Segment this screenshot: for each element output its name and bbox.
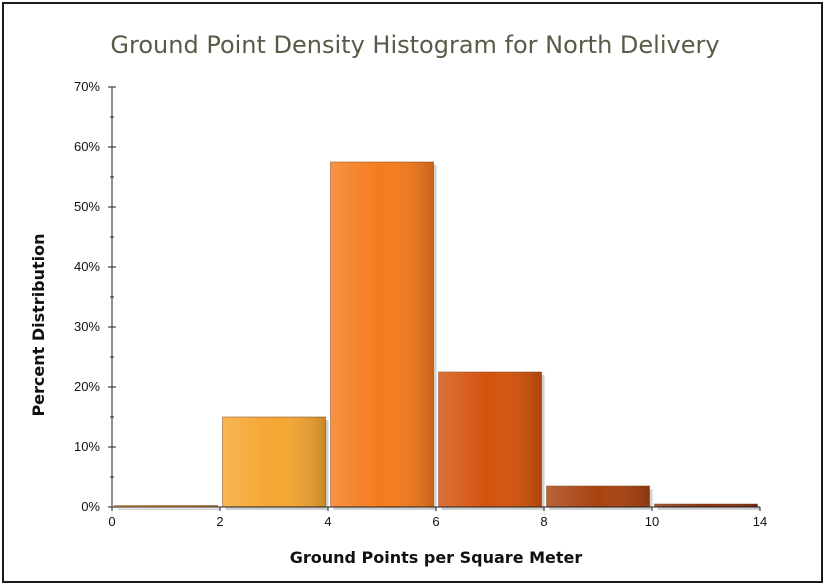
y-axis-label: Percent Distribution <box>29 233 48 416</box>
bar-highlight <box>654 504 758 507</box>
bar-highlight <box>330 162 434 507</box>
bar-highlight <box>546 486 650 507</box>
bar-highlight <box>222 417 326 507</box>
x-tick-label: 4 <box>324 514 331 529</box>
x-tick-label: 2 <box>216 514 223 529</box>
y-tick-label: 40% <box>74 259 100 274</box>
x-tick-label: 6 <box>432 514 439 529</box>
chart-title: Ground Point Density Histogram for North… <box>110 31 719 59</box>
y-tick-label: 30% <box>74 319 100 334</box>
x-axis: 0 2 4 6 8 10 14 <box>108 506 767 529</box>
x-tick-label: 14 <box>753 514 767 529</box>
y-tick-label: 70% <box>74 79 100 94</box>
bars-group <box>114 161 761 510</box>
bar-highlight <box>438 372 542 507</box>
x-tick-label: 0 <box>108 514 115 529</box>
y-tick-label: 20% <box>74 379 100 394</box>
x-tick-label: 10 <box>645 514 659 529</box>
y-tick-label: 0% <box>81 499 100 514</box>
x-axis-label: Ground Points per Square Meter <box>290 548 583 567</box>
x-tick-label: 8 <box>540 514 547 529</box>
bar-shadow <box>657 507 761 510</box>
y-tick-label: 60% <box>74 139 100 154</box>
y-tick-label: 10% <box>74 439 100 454</box>
y-tick-label: 50% <box>74 199 100 214</box>
bar-shadow <box>117 508 221 510</box>
y-axis: 0% 10% 20% 30% 40% 50% 60% 70% <box>74 79 116 514</box>
bar-highlight <box>114 505 218 507</box>
